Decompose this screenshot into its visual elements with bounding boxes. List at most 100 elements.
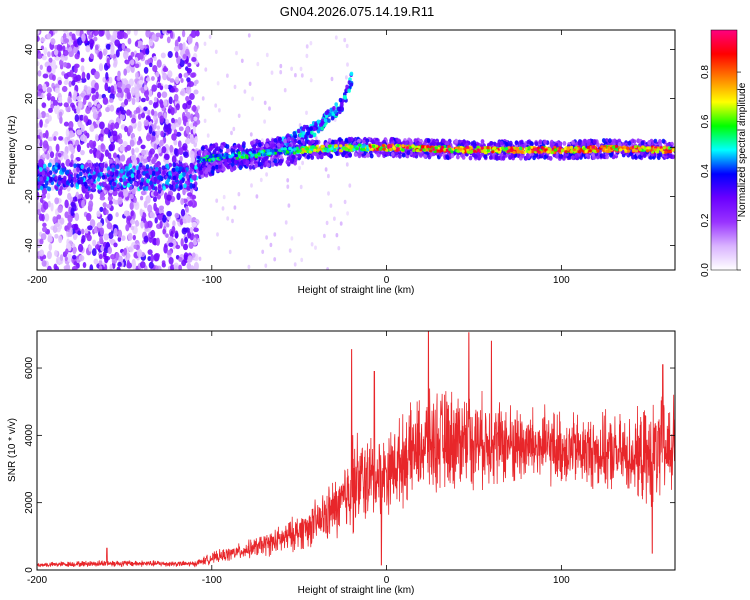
- spectrogram-cell: [167, 50, 173, 59]
- spectrogram-cell: [121, 235, 126, 241]
- spectrogram-cell: [110, 122, 116, 130]
- spectrogram-cell: [135, 221, 140, 227]
- spectrogram-cell: [130, 218, 136, 225]
- spectrogram-cell: [346, 211, 349, 216]
- spectrogram-cell: [37, 61, 40, 67]
- spectrogram-cell: [218, 108, 221, 113]
- spectrogram-cell: [543, 139, 547, 145]
- spectrogram-cell: [86, 212, 92, 222]
- spectrogram-cell: [119, 145, 125, 152]
- spectrogram-cell: [88, 162, 92, 168]
- spectrogram-cell: [626, 146, 630, 150]
- spectrogram-cell: [149, 148, 155, 155]
- spectrogram-cell: [126, 144, 132, 151]
- spectrogram-cell: [100, 245, 105, 252]
- spectrogram-cell: [147, 204, 153, 213]
- spectrogram-cell: [134, 40, 139, 47]
- spectrogram-cell: [154, 186, 158, 192]
- spectrogram-cell: [193, 227, 199, 233]
- spectrogram-cell: [153, 190, 159, 197]
- spectrogram-cell: [203, 41, 207, 46]
- spectrogram-cell: [147, 249, 153, 255]
- spectrogram-cell: [88, 39, 95, 45]
- spectrogram-cell: [608, 138, 612, 144]
- spectrogram-cell: [186, 77, 191, 83]
- spectrogram-cell: [192, 121, 198, 128]
- spectrogram-cell: [115, 252, 120, 261]
- spectrogram-cell: [76, 167, 80, 173]
- spectrogram-cell: [131, 97, 136, 106]
- spectrogram-cell: [196, 159, 200, 163]
- spectrogram-cell: [96, 210, 101, 218]
- spectrogram-cell: [54, 250, 58, 257]
- spectrogram-cell: [173, 45, 180, 52]
- spectrogram-cell: [327, 173, 330, 179]
- spectrogram-cell: [301, 160, 304, 166]
- spectrogram-cell: [38, 213, 44, 221]
- spectrogram-cell: [40, 37, 46, 43]
- spectrogram-cell: [98, 265, 103, 270]
- spectrogram-cell: [584, 149, 588, 154]
- spectrogram-cell: [72, 233, 78, 241]
- spectrogram-cell: [168, 96, 173, 105]
- spectrogram-cell: [37, 52, 42, 60]
- spectrogram-cell: [279, 63, 283, 69]
- spectrogram-cell: [89, 218, 96, 228]
- spectrogram-cell: [58, 136, 64, 141]
- spectrogram-cell: [184, 236, 189, 244]
- spectrogram-cell: [99, 192, 104, 199]
- spectrogram-cell: [445, 155, 450, 160]
- spectrogram-cell: [133, 86, 140, 95]
- spectrogram-cell: [134, 201, 140, 210]
- spectrogram-cell: [467, 150, 471, 154]
- spectrogram-cell: [133, 197, 137, 203]
- spectrogram-cell: [166, 210, 172, 217]
- spectrogram-cell: [183, 183, 187, 189]
- spectrogram-cell: [291, 154, 296, 160]
- spectrogram-cell: [88, 200, 94, 209]
- spectrogram-cell: [123, 181, 127, 187]
- spectrogram-cell: [70, 207, 75, 217]
- spectrogram-cell: [264, 263, 268, 268]
- spectrogram-cell: [327, 191, 330, 196]
- spectrogram-cell: [345, 162, 349, 167]
- spectrogram-cell: [199, 170, 204, 175]
- spectrogram-cell: [266, 162, 271, 168]
- spectrogram-cell: [159, 139, 164, 147]
- spectrogram-cell: [247, 264, 251, 270]
- spectrogram-cell: [441, 138, 446, 144]
- spectrogram-cell: [162, 185, 166, 191]
- spectrogram-cell: [423, 153, 427, 159]
- spectrogram-cell: [176, 56, 181, 65]
- spectrogram-cell: [411, 144, 415, 148]
- spectrogram-cell: [122, 141, 128, 148]
- spectrogram-cell: [175, 76, 180, 85]
- spectrogram-cell: [150, 76, 155, 81]
- spectrogram-cell: [116, 81, 123, 88]
- spectrogram-cell: [37, 202, 42, 210]
- spectrogram-cell: [142, 171, 146, 176]
- spectrogram-cell: [88, 34, 93, 40]
- spectrogram-cell: [112, 130, 118, 137]
- spectrogram-cell: [94, 244, 100, 250]
- spectrogram-cell: [637, 154, 642, 160]
- spectrogram-cell: [82, 262, 87, 268]
- spectrogram-cell: [233, 144, 238, 150]
- spectrogram-cell: [37, 138, 41, 145]
- spectrogram-cell: [287, 136, 291, 142]
- spectrogram-cell: [140, 177, 145, 183]
- spectrogram-cell: [146, 220, 153, 229]
- spectrogram-cell: [562, 141, 567, 146]
- spectrogram-cell: [371, 139, 375, 145]
- spectrogram-cell: [270, 162, 275, 167]
- spectrogram-cell: [73, 90, 78, 98]
- spectrogram-cell: [222, 194, 226, 200]
- spectrogram-cell: [126, 30, 131, 35]
- spectrogram-cell: [57, 79, 62, 86]
- spectrogram-cell: [104, 163, 108, 169]
- spectrogram-cell: [117, 87, 123, 94]
- spectrogram-cell: [172, 220, 176, 227]
- spectrogram-cell: [41, 102, 47, 108]
- spectrogram-cell: [178, 256, 183, 263]
- spectrogram-cell: [157, 147, 162, 154]
